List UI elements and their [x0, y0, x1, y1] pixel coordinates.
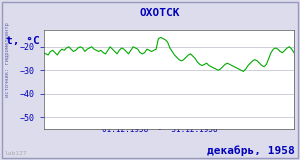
- Text: t, °C: t, °C: [6, 36, 40, 46]
- Text: ОХОТСК: ОХОТСК: [140, 8, 180, 18]
- Text: lab127: lab127: [5, 151, 28, 156]
- Text: источник: гидрометцентр: источник: гидрометцентр: [5, 23, 10, 97]
- Text: декабрь, 1958: декабрь, 1958: [207, 145, 295, 156]
- Text: 01.12.1958  -  31.12.1958: 01.12.1958 - 31.12.1958: [102, 125, 218, 134]
